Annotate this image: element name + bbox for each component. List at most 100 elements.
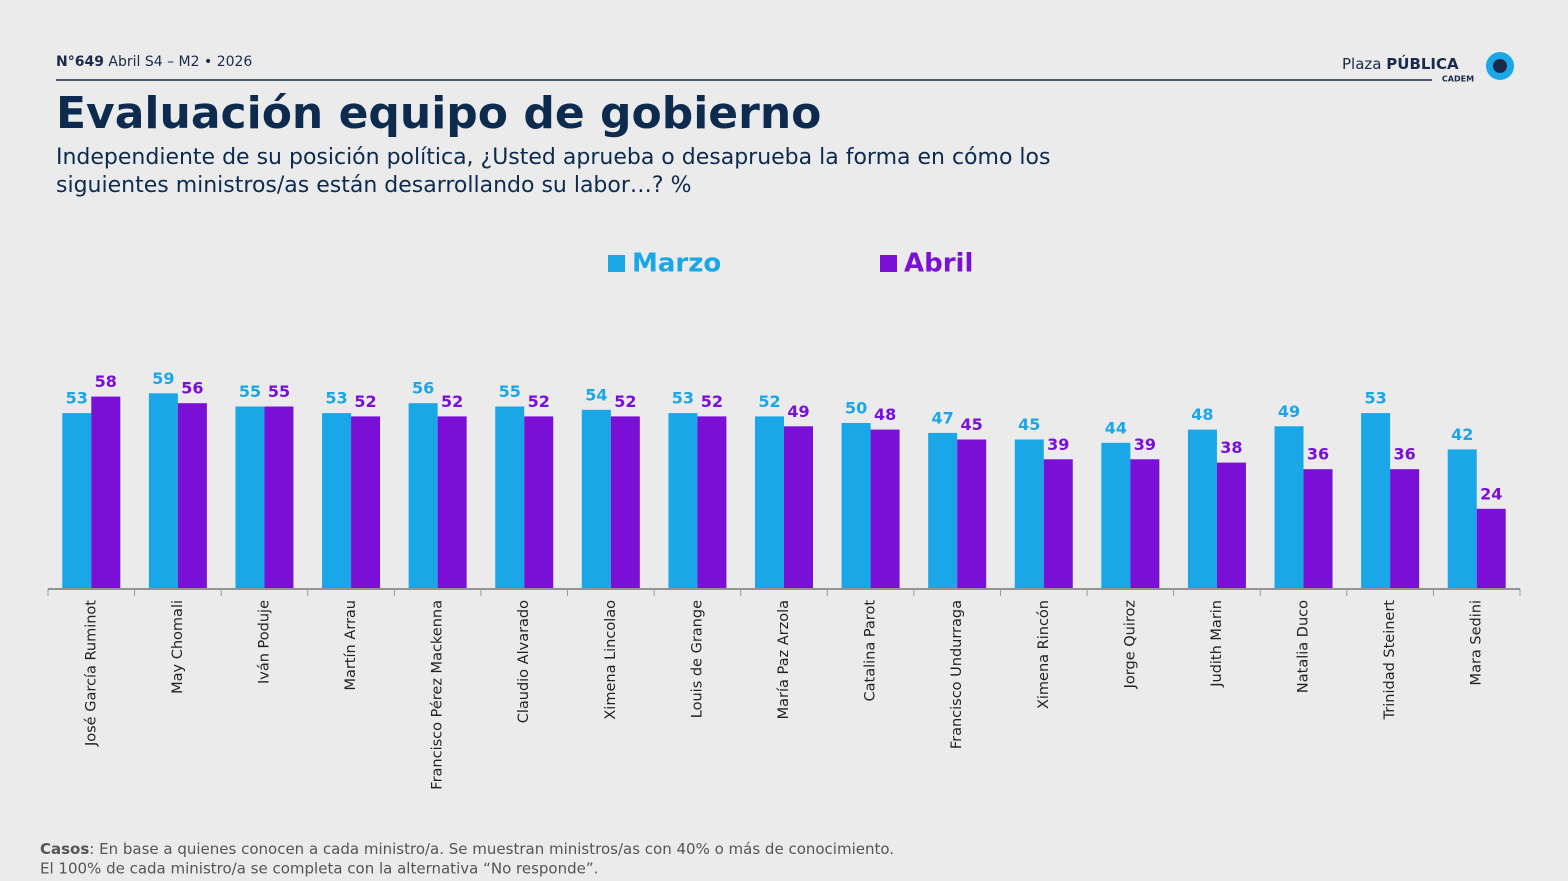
- x-tick-label: Francisco Pérez Mackenna: [430, 600, 446, 790]
- bar: [697, 416, 727, 588]
- value-label: 36: [1307, 445, 1329, 464]
- bar: [1130, 459, 1160, 588]
- legend-swatch: [880, 255, 897, 272]
- value-label: 53: [1364, 389, 1386, 408]
- bar: [841, 423, 871, 588]
- value-label: 50: [845, 399, 867, 418]
- value-label: 53: [66, 389, 88, 408]
- bar: [1101, 442, 1131, 588]
- value-label: 55: [268, 382, 290, 401]
- subtitle-box: Independiente de su posición política, ¿…: [56, 145, 1051, 198]
- bar: [408, 403, 438, 588]
- bar: [437, 416, 467, 588]
- value-label: 49: [787, 402, 809, 421]
- value-label: 48: [1191, 405, 1213, 424]
- bar: [351, 416, 381, 588]
- bar: [668, 413, 698, 588]
- bar: [1361, 413, 1391, 588]
- bar: [610, 416, 640, 588]
- bar: [1390, 469, 1420, 588]
- bar: [495, 406, 525, 588]
- header-line: N°649 Abril S4 – M2 • 2026: [56, 54, 252, 70]
- value-label: 55: [239, 382, 261, 401]
- bar: [1476, 508, 1506, 588]
- value-label: 55: [499, 382, 521, 401]
- x-tick-label: Trinidad Steinert: [1382, 600, 1398, 721]
- value-label: 45: [961, 415, 983, 434]
- brand-sub: CADEM: [1442, 75, 1474, 84]
- value-label: 52: [354, 392, 376, 411]
- value-label: 53: [325, 389, 347, 408]
- x-tick-label: Louis de Grange: [689, 600, 705, 718]
- legend-swatch: [608, 255, 625, 272]
- brand-right: PÚBLICA: [1386, 54, 1459, 73]
- x-tick-label: Ximena Rincón: [1036, 600, 1052, 709]
- x-tick-label: José García Ruminot: [83, 600, 99, 747]
- bar: [62, 413, 92, 588]
- value-label: 49: [1278, 402, 1300, 421]
- bar: [784, 426, 813, 588]
- x-tick-label: Ximena Lincolao: [603, 600, 619, 720]
- value-label: 24: [1480, 484, 1502, 503]
- value-label: 47: [932, 408, 954, 427]
- chart-title: Evaluación equipo de gobierno: [56, 88, 821, 139]
- x-tick-label: Catalina Parot: [863, 600, 879, 702]
- value-label: 52: [614, 392, 636, 411]
- bar: [177, 403, 207, 588]
- bar: [1216, 462, 1246, 588]
- bar: [1187, 429, 1217, 588]
- value-label: 56: [412, 379, 434, 398]
- value-label: 45: [1018, 415, 1040, 434]
- value-label: 53: [672, 389, 694, 408]
- value-label: 59: [152, 369, 174, 388]
- value-label: 58: [95, 372, 117, 391]
- x-tick-label: Judith Marin: [1209, 600, 1225, 688]
- bar: [581, 409, 611, 588]
- value-label: 39: [1134, 435, 1156, 454]
- bar: [1447, 449, 1477, 588]
- bar: [235, 406, 265, 588]
- value-label: 54: [585, 385, 607, 404]
- issue: N°649: [56, 54, 104, 70]
- bar: [928, 432, 958, 588]
- footer-2: El 100% de cada ministro/a se completa c…: [40, 860, 598, 878]
- x-tick-label: May Chomali: [170, 600, 186, 694]
- value-label: 39: [1047, 435, 1069, 454]
- legend-label: Marzo: [632, 249, 721, 279]
- bar: [91, 396, 121, 588]
- footer-label: Casos: [40, 840, 89, 858]
- value-label: 52: [758, 392, 780, 411]
- x-tick-label: Natalia Duco: [1296, 600, 1312, 693]
- x-tick-label: María Paz Arzola: [776, 600, 792, 719]
- value-label: 44: [1105, 418, 1127, 437]
- bar: [957, 439, 987, 588]
- value-label: 48: [874, 405, 896, 424]
- brand-left: Plaza: [1342, 55, 1381, 73]
- bar: [264, 406, 294, 588]
- value-label: 52: [441, 392, 463, 411]
- footer-text: : En base a quienes conocen a cada minis…: [89, 840, 894, 858]
- bar: [870, 429, 900, 588]
- value-label: 36: [1393, 445, 1415, 464]
- bar: [1043, 459, 1073, 588]
- x-tick-label: Claudio Alvarado: [516, 600, 532, 723]
- bar: [524, 416, 554, 588]
- chart-subtitle: Independiente de su posición política, ¿…: [56, 145, 1051, 198]
- x-tick-label: Jorge Quiroz: [1122, 600, 1138, 689]
- value-label: 42: [1451, 425, 1473, 444]
- brand: Plaza PÚBLICA: [1342, 54, 1459, 73]
- footer-1: Casos: En base a quienes conocen a cada …: [40, 840, 894, 858]
- logo-inner: [1493, 59, 1507, 73]
- bar: [755, 416, 784, 588]
- value-label: 38: [1220, 438, 1242, 457]
- x-tick-label: Martín Arrau: [343, 600, 359, 691]
- edition: Abril S4 – M2 • 2026: [108, 54, 252, 70]
- bar: [148, 393, 178, 588]
- bar: [1014, 439, 1044, 588]
- value-label: 52: [528, 392, 550, 411]
- x-tick-label: Francisco Undurraga: [949, 600, 965, 749]
- value-label: 56: [181, 379, 203, 398]
- value-label: 52: [701, 392, 723, 411]
- bar: [1274, 426, 1304, 588]
